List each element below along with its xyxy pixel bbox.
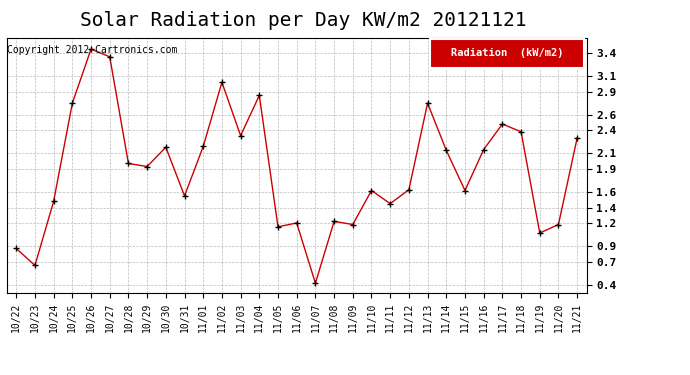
Text: Copyright 2012 Cartronics.com: Copyright 2012 Cartronics.com [8,45,178,55]
Text: Solar Radiation per Day KW/m2 20121121: Solar Radiation per Day KW/m2 20121121 [80,11,527,30]
